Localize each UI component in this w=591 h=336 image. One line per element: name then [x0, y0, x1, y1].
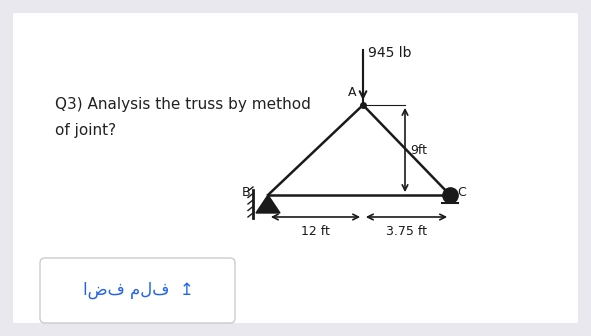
Text: 945 lb: 945 lb — [368, 46, 411, 60]
Text: 3.75 ft: 3.75 ft — [386, 225, 427, 238]
Text: Q3) Analysis the truss by method: Q3) Analysis the truss by method — [55, 97, 311, 113]
FancyBboxPatch shape — [13, 13, 578, 323]
Text: اضف ملف  ↥: اضف ملف ↥ — [83, 281, 193, 299]
Text: B: B — [241, 186, 250, 200]
FancyBboxPatch shape — [40, 258, 235, 323]
Text: 12 ft: 12 ft — [301, 225, 330, 238]
Text: of joint?: of joint? — [55, 123, 116, 137]
Text: C: C — [457, 186, 466, 200]
Text: A: A — [348, 86, 356, 99]
FancyBboxPatch shape — [6, 6, 585, 330]
Polygon shape — [256, 195, 280, 213]
Text: 9ft: 9ft — [410, 143, 427, 157]
